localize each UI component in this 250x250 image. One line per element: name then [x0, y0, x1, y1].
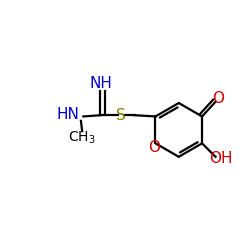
Text: O: O	[148, 140, 160, 155]
Text: HN: HN	[57, 107, 80, 122]
Text: CH$_3$: CH$_3$	[68, 130, 96, 146]
Text: OH: OH	[209, 151, 233, 166]
Text: O: O	[212, 91, 224, 106]
Text: NH: NH	[90, 76, 112, 92]
Text: S: S	[116, 108, 126, 123]
